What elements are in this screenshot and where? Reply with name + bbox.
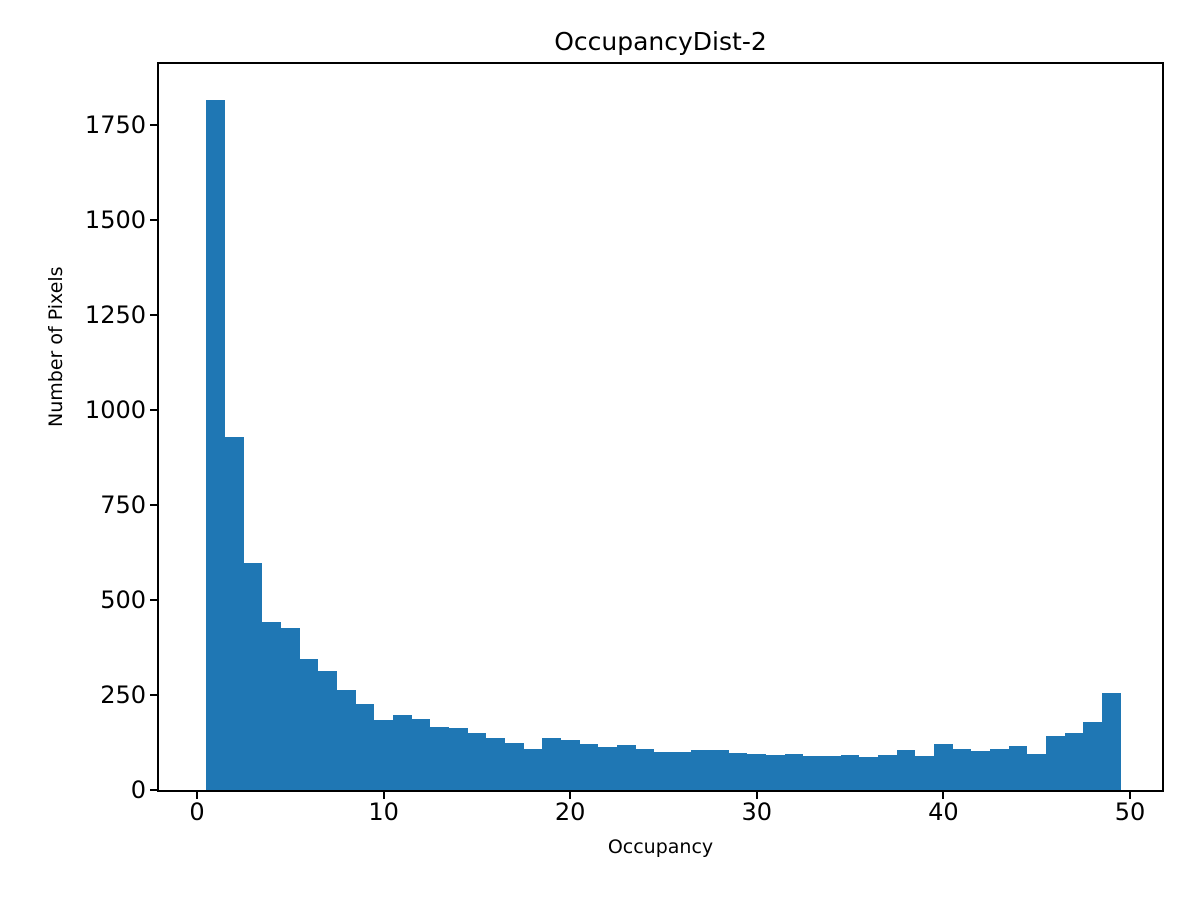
histogram-bar: [859, 757, 879, 790]
histogram-bar: [448, 727, 468, 790]
y-tick: [150, 503, 157, 506]
y-tick: [150, 408, 157, 411]
histogram-bar: [411, 719, 431, 790]
histogram-bar: [710, 750, 729, 790]
histogram-bar: [654, 752, 673, 790]
y-tick-label: 1750: [84, 110, 146, 139]
histogram-bar: [523, 748, 543, 790]
y-tick-label: 250: [100, 680, 146, 709]
y-tick: [150, 218, 157, 221]
x-tick-label: 30: [741, 798, 773, 826]
histogram-bar: [915, 755, 935, 790]
y-tick-label: 1250: [84, 300, 146, 329]
chart-title: OccupancyDist-2: [554, 27, 767, 56]
histogram-bar: [224, 437, 244, 790]
histogram-bar: [392, 714, 412, 790]
x-tick-label: 20: [554, 798, 586, 826]
y-tick-label: 1000: [84, 395, 146, 424]
x-tick: [1129, 792, 1131, 799]
histogram-bar: [766, 755, 785, 790]
histogram-bar: [971, 750, 991, 790]
histogram-bar: [1064, 733, 1084, 790]
histogram-bar: [822, 755, 841, 790]
x-tick: [942, 792, 945, 799]
histogram-bar: [1046, 735, 1065, 790]
x-tick-label: 0: [189, 798, 205, 826]
histogram-bar: [467, 732, 487, 790]
histogram-bar: [803, 755, 823, 790]
histogram-bar: [598, 747, 617, 790]
histogram-bar: [896, 750, 916, 790]
histogram-bar: [299, 659, 319, 790]
histogram-bar: [990, 749, 1009, 790]
y-tick: [150, 123, 157, 126]
histogram-bar: [374, 719, 393, 790]
x-tick: [196, 792, 198, 799]
x-tick: [755, 792, 758, 799]
histogram-bar: [336, 690, 356, 790]
histogram-bar: [672, 752, 692, 790]
histogram-bar: [1027, 753, 1047, 790]
x-tick: [382, 792, 385, 799]
histogram-bar: [635, 748, 655, 790]
histogram-bar: [280, 627, 300, 790]
y-tick-label: 500: [100, 585, 146, 614]
x-tick-label: 40: [928, 798, 959, 826]
histogram-bar: [840, 754, 860, 790]
histogram-bar: [1008, 746, 1028, 790]
x-axis-label: Occupancy: [607, 836, 714, 858]
histogram-bar: [952, 749, 972, 790]
plot-area: [157, 62, 1164, 792]
histogram-bar: [728, 752, 748, 790]
y-tick-label: 750: [100, 490, 146, 519]
histogram-bar: [355, 704, 375, 790]
histogram-bar: [262, 622, 281, 790]
x-tick-label: 50: [1114, 798, 1146, 826]
histogram-bar: [747, 753, 767, 790]
histogram-bar: [206, 100, 225, 790]
histogram-bar: [430, 726, 449, 790]
histogram-bar: [691, 750, 711, 790]
y-tick-label: 0: [130, 776, 146, 804]
y-tick: [150, 313, 157, 316]
histogram-bar: [486, 737, 505, 790]
histogram-bar: [542, 737, 561, 790]
x-tick: [569, 792, 572, 799]
histogram-bar: [878, 754, 897, 790]
histogram-bar: [318, 671, 337, 790]
histogram-bar: [1083, 721, 1102, 790]
histogram-bar: [934, 744, 953, 790]
x-tick-label: 10: [368, 798, 399, 826]
histogram-bar: [504, 742, 524, 790]
histogram-bar: [1102, 693, 1121, 790]
y-axis-label-text: Number of Pixels: [45, 266, 67, 427]
y-tick: [150, 693, 157, 696]
histogram-bar: [616, 745, 636, 790]
histogram-bar: [579, 744, 599, 790]
histogram-bar: [243, 563, 263, 790]
histogram-bars: [159, 64, 1162, 790]
y-tick: [150, 789, 157, 791]
y-tick-label: 1500: [84, 205, 146, 234]
y-tick: [150, 598, 157, 601]
histogram-bar: [784, 754, 804, 790]
histogram-bar: [560, 740, 580, 790]
